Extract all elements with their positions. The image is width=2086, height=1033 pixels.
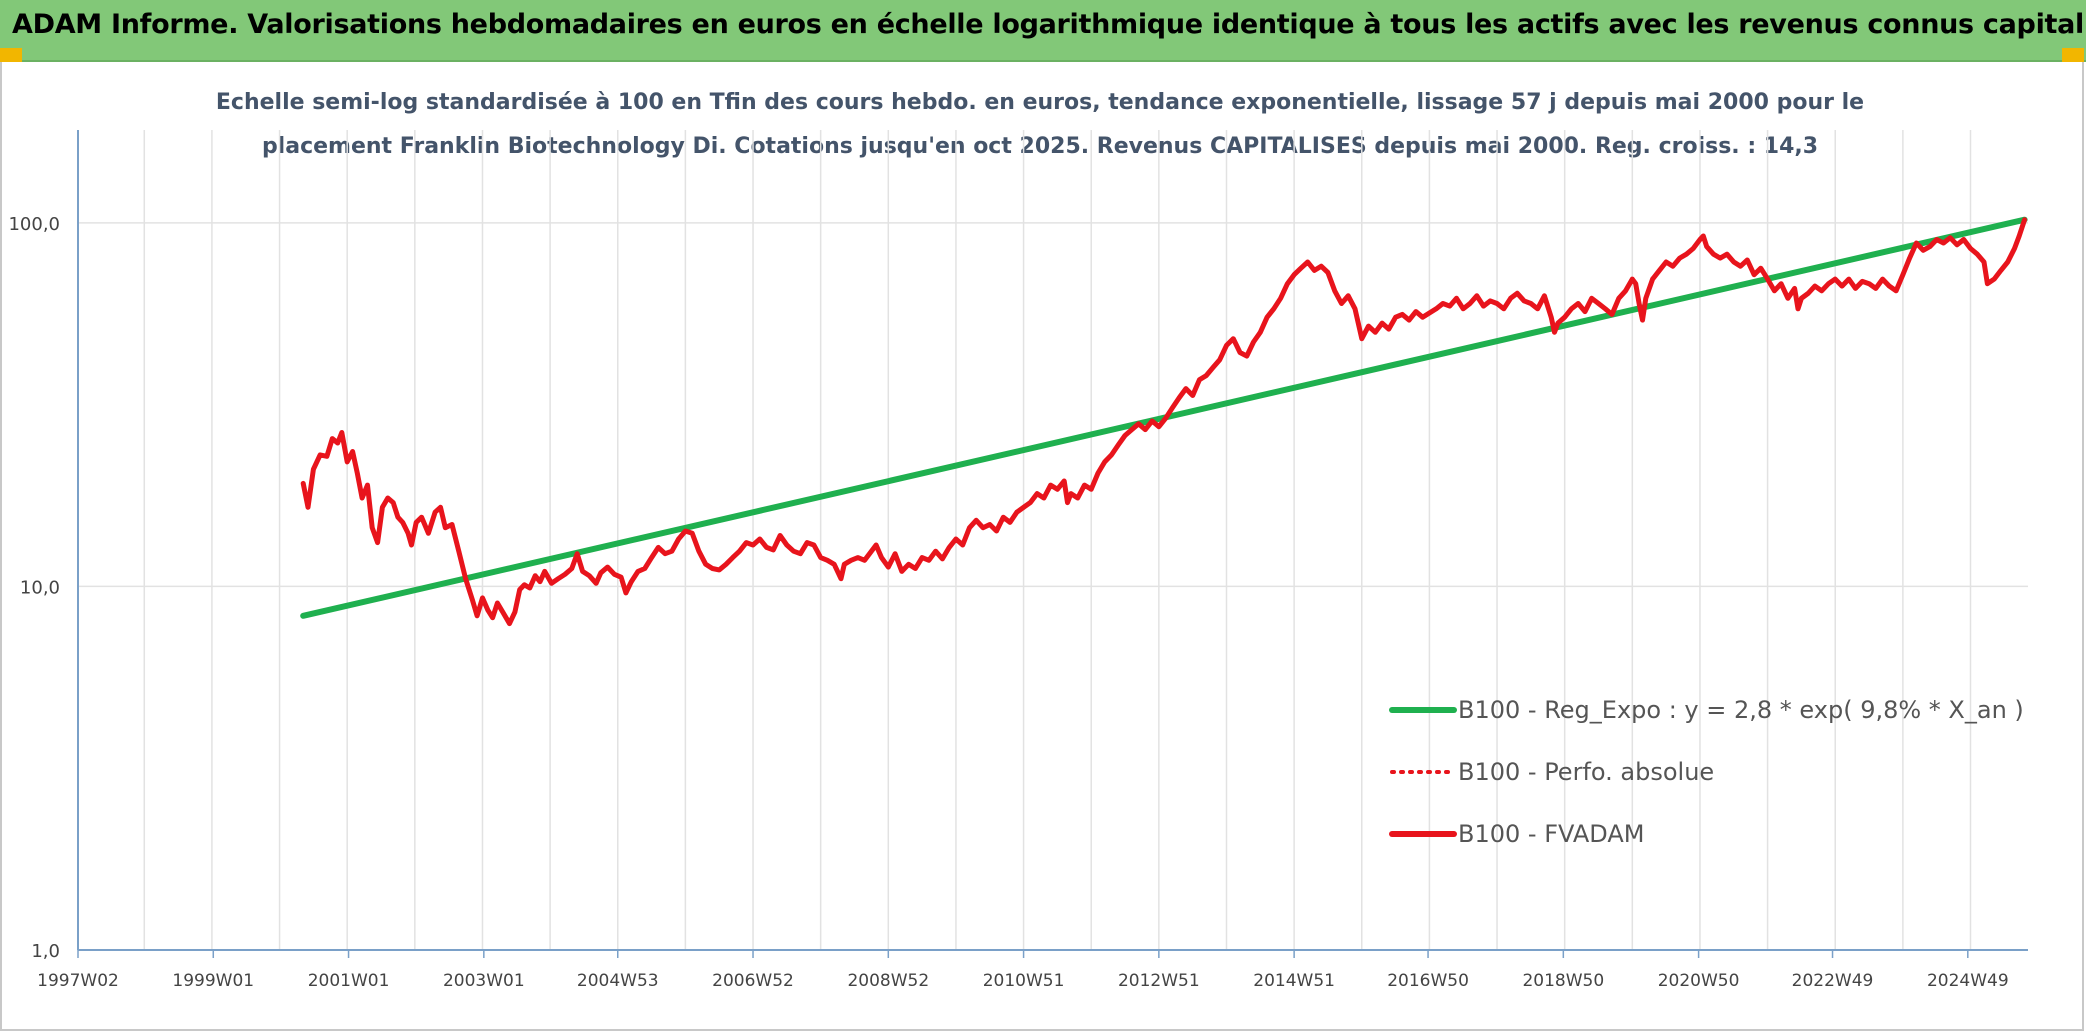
report-title: ADAM Informe. Valorisations hebdomadaire…: [12, 9, 2086, 40]
y-tick-label: 100,0: [8, 214, 60, 235]
x-tick-label: 2014W51: [1253, 971, 1335, 991]
corner-marker-left: [0, 48, 22, 62]
x-tick-label: 1999W01: [172, 971, 254, 991]
x-tick-label: 2010W51: [983, 971, 1065, 991]
y-tick-label: 10,0: [20, 577, 60, 598]
legend-label: B100 - Reg_Expo : y = 2,8 * exp( 9,8% * …: [1458, 696, 2024, 724]
x-tick-label: 2004W53: [577, 971, 659, 991]
y-gridlines: [78, 222, 2028, 588]
x-tick-label: 2018W50: [1522, 971, 1604, 991]
x-tick-label: 2020W50: [1658, 971, 1740, 991]
x-tick-label: 2012W51: [1118, 971, 1200, 991]
x-tick-label: 1997W02: [37, 971, 119, 991]
chart-frame: [0, 62, 2084, 1031]
x-tick-label: 2003W01: [443, 971, 525, 991]
legend-label: B100 - Perfo. absolue: [1458, 758, 1714, 786]
x-tick-label: 2016W50: [1387, 971, 1469, 991]
x-tick-labels: 1997W02 1999W01 2001W01 2003W01 2004W53 2006W…: [37, 950, 2009, 991]
legend-label: B100 - FVADAM: [1458, 820, 1644, 848]
corner-marker-right: [2062, 48, 2084, 62]
x-tick-label: 2024W49: [1927, 971, 2009, 991]
series-lines: [300, 216, 2028, 627]
y-tick-labels: 1,0 10,0 100,0: [8, 214, 60, 962]
x-tick-label: 2001W01: [308, 971, 390, 991]
legend: B100 - Reg_Expo : y = 2,8 * exp( 9,8% * …: [1389, 696, 2024, 848]
series-line-fvadam: [300, 217, 2028, 627]
x-tick-label: 2006W52: [712, 971, 794, 991]
chart-title-line-1: Echelle semi-log standardisée à 100 en T…: [215, 90, 1865, 115]
x-tick-label: 2022W49: [1792, 971, 1874, 991]
y-tick-label: 1,0: [31, 941, 60, 962]
chart-title-line-2: placement Franklin Biotechnology Di. Cot…: [261, 134, 1819, 159]
report-banner: ADAM Informe. Valorisations hebdomadaire…: [0, 0, 2086, 62]
x-tick-label: 2008W52: [847, 971, 929, 991]
x-gridlines: [143, 130, 1972, 950]
